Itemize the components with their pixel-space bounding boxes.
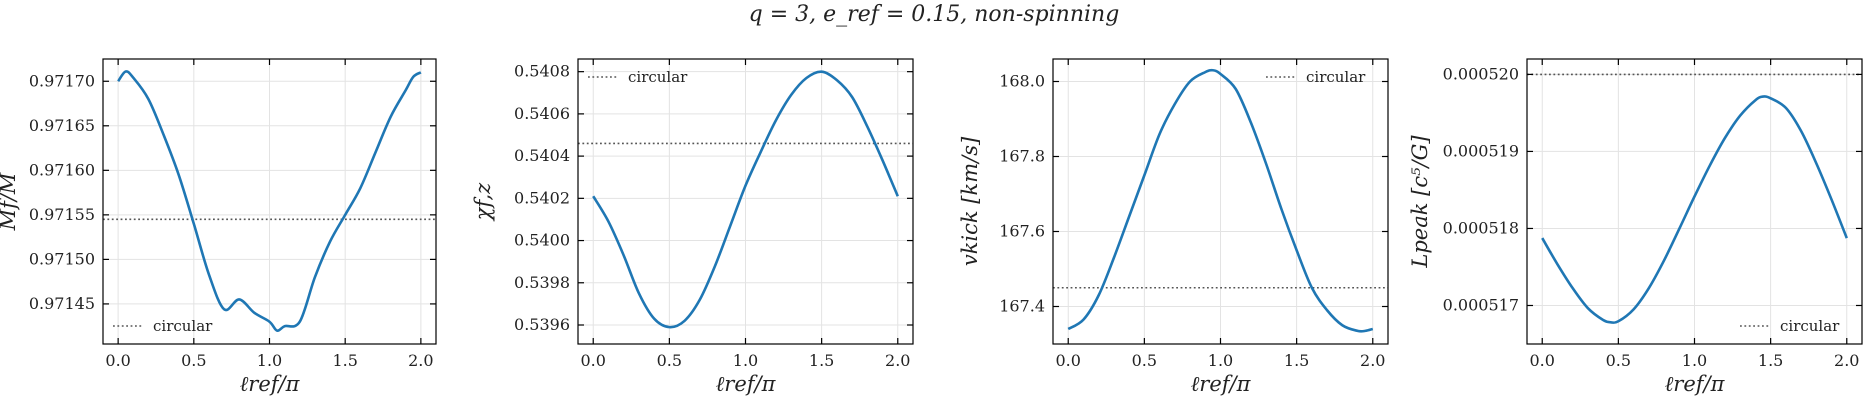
x-axis-label: ℓref/π — [1665, 372, 1726, 396]
y-tick-label: 168.0 — [999, 72, 1045, 91]
y-tick-label: 0.000518 — [1443, 218, 1519, 237]
y-tick-label: 0.97165 — [29, 116, 95, 135]
y-tick-label: 167.8 — [999, 147, 1045, 166]
y-tick-label: 0.5408 — [514, 62, 570, 81]
y-tick-label: 0.5398 — [514, 273, 570, 292]
x-tick-label: 0.0 — [581, 351, 606, 370]
x-axis-label: ℓref/π — [240, 372, 301, 396]
subplot-3: 0.0 0.5 1.0 1.5 2.0 167.4 167.6 167.8 168.0 ℓref/… — [958, 58, 1389, 396]
x-tick-label: 1.5 — [332, 351, 357, 370]
y-tick-label: 0.97150 — [29, 249, 95, 268]
x-tick-label: 1.5 — [1284, 351, 1309, 370]
subplot-4: 0.0 0.5 1.0 1.5 2.0 0.000517 0.000518 0.000519 0… — [1408, 58, 1863, 396]
legend-label: circular — [628, 68, 688, 86]
y-tick-label: 167.4 — [999, 297, 1045, 316]
y-tick-label: 167.6 — [999, 222, 1045, 241]
y-axis-label: Mf/M — [0, 172, 20, 231]
x-tick-label: 1.0 — [257, 351, 282, 370]
x-tick-label: 1.0 — [1682, 351, 1707, 370]
y-tick-label: 0.000519 — [1443, 141, 1519, 160]
subplot-2: 0.0 0.5 1.0 1.5 2.0 0.5396 0.5398 0.5400 0.5402 0… — [471, 58, 914, 396]
x-tick-label: 0.5 — [1132, 351, 1157, 370]
y-tick-label: 0.97155 — [29, 205, 95, 224]
x-tick-label: 0.5 — [657, 351, 682, 370]
y-tick-label: 0.97145 — [29, 294, 95, 313]
x-tick-label: 1.0 — [1208, 351, 1233, 370]
legend-label: circular — [1306, 68, 1366, 86]
x-tick-label: 2.0 — [1834, 351, 1859, 370]
y-tick-label: 0.5400 — [514, 231, 570, 250]
y-tick-label: 0.000517 — [1443, 295, 1519, 314]
x-tick-label: 0.0 — [105, 351, 130, 370]
series-line — [1541, 95, 1848, 324]
y-tick-label: 0.5396 — [514, 315, 570, 334]
series-line — [1067, 68, 1374, 333]
x-tick-label: 1.5 — [1758, 351, 1783, 370]
x-axis-label: ℓref/π — [716, 372, 777, 396]
legend: circular — [1740, 317, 1840, 335]
x-tick-label: 0.0 — [1056, 351, 1081, 370]
x-tick-label: 2.0 — [1360, 351, 1385, 370]
x-tick-label: 0.5 — [1606, 351, 1631, 370]
x-tick-label: 0.0 — [1530, 351, 1555, 370]
x-tick-label: 1.5 — [809, 351, 834, 370]
x-tick-label: 0.5 — [181, 351, 206, 370]
y-axis-label: vkick [km/s] — [958, 136, 982, 266]
x-tick-label: 1.0 — [733, 351, 758, 370]
x-tick-label: 2.0 — [885, 351, 910, 370]
legend: circular — [113, 317, 213, 335]
subplot-1: 0.0 0.5 1.0 1.5 2.0 0.97145 0.97150 0.97155 0.97… — [0, 58, 437, 396]
y-tick-label: 0.5402 — [514, 188, 570, 207]
y-tick-label: 0.000520 — [1443, 64, 1519, 83]
series-line — [117, 70, 422, 333]
x-axis-label: ℓref/π — [1191, 372, 1252, 396]
series-line — [592, 70, 899, 329]
legend: circular — [1266, 68, 1366, 86]
y-tick-label: 0.97170 — [29, 71, 95, 90]
x-tick-label: 2.0 — [408, 351, 433, 370]
legend: circular — [588, 68, 688, 86]
y-tick-label: 0.5404 — [514, 146, 570, 165]
y-axis-label: χf,z — [471, 182, 495, 222]
legend-label: circular — [153, 317, 213, 335]
figure-title: q = 3, e_ref = 0.15, non-spinning — [748, 2, 1120, 27]
y-tick-label: 0.5406 — [514, 104, 570, 123]
legend-label: circular — [1780, 317, 1840, 335]
y-axis-label: Lpeak [c⁵/G] — [1408, 135, 1432, 269]
y-tick-label: 0.97160 — [29, 160, 95, 179]
